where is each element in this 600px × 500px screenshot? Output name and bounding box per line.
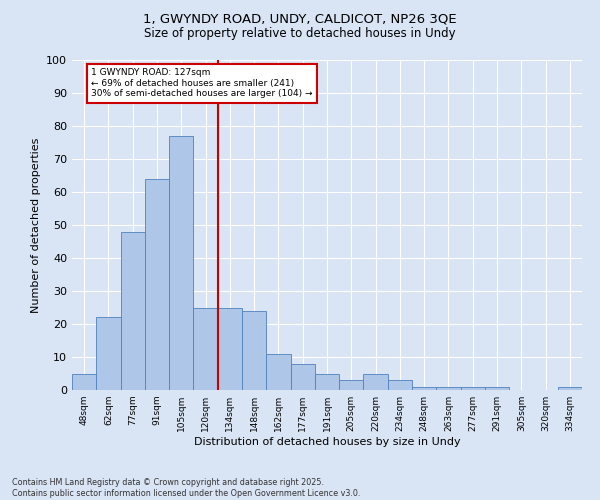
Bar: [412, 386, 436, 390]
Bar: [169, 136, 193, 390]
Bar: [388, 380, 412, 390]
Bar: [266, 354, 290, 390]
Bar: [485, 386, 509, 390]
Bar: [558, 386, 582, 390]
Text: 1 GWYNDY ROAD: 127sqm
← 69% of detached houses are smaller (241)
30% of semi-det: 1 GWYNDY ROAD: 127sqm ← 69% of detached …: [91, 68, 313, 98]
Bar: [218, 308, 242, 390]
Bar: [315, 374, 339, 390]
Bar: [339, 380, 364, 390]
Bar: [364, 374, 388, 390]
Text: Size of property relative to detached houses in Undy: Size of property relative to detached ho…: [144, 28, 456, 40]
Bar: [121, 232, 145, 390]
Bar: [72, 374, 96, 390]
Bar: [242, 311, 266, 390]
X-axis label: Distribution of detached houses by size in Undy: Distribution of detached houses by size …: [194, 437, 460, 447]
Bar: [193, 308, 218, 390]
Text: 1, GWYNDY ROAD, UNDY, CALDICOT, NP26 3QE: 1, GWYNDY ROAD, UNDY, CALDICOT, NP26 3QE: [143, 12, 457, 26]
Bar: [436, 386, 461, 390]
Bar: [461, 386, 485, 390]
Bar: [96, 318, 121, 390]
Y-axis label: Number of detached properties: Number of detached properties: [31, 138, 41, 312]
Text: Contains HM Land Registry data © Crown copyright and database right 2025.
Contai: Contains HM Land Registry data © Crown c…: [12, 478, 361, 498]
Bar: [290, 364, 315, 390]
Bar: [145, 179, 169, 390]
